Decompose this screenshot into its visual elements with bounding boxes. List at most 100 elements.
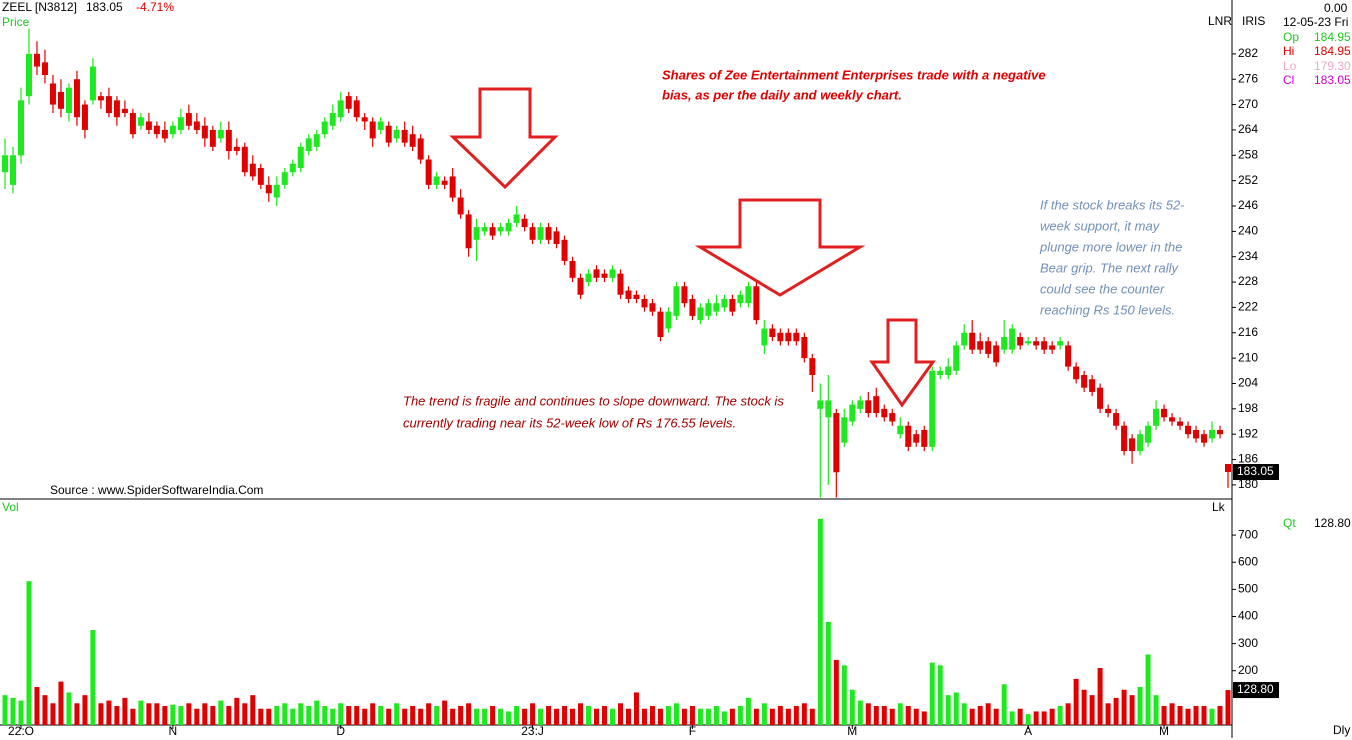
info-label: Hi [1283,44,1294,58]
volume-bar [170,704,176,725]
volume-bar [1009,711,1015,725]
y-tick-label: 186 [1238,452,1258,466]
candle-body [449,176,456,198]
candle-body [433,176,440,185]
volume-bar [1113,697,1119,725]
volume-bar [1201,706,1207,725]
y-tick-label: 210 [1238,350,1258,364]
candle-body [329,113,336,126]
volume-bar [737,706,743,725]
candle-body [921,429,928,447]
volume-bar [562,706,568,725]
candle-body [1009,328,1016,350]
price-box [1233,464,1279,481]
volume-bar [362,708,368,725]
volume-bar [1185,708,1191,725]
volume-bar [282,703,288,725]
candle-body [913,434,920,443]
candle-body [313,134,320,147]
candle-body [657,311,664,337]
volume-bar [330,708,336,725]
annotation: could see the counter [1040,281,1165,296]
volume-bar [961,703,967,725]
volume-bar [657,708,663,725]
volume-bar [234,697,240,725]
x-tick-label: M [847,724,857,738]
volume-bar [586,706,592,725]
candle-body [209,129,216,147]
volume-bar [1081,689,1087,725]
candle-body [257,167,264,185]
volume-bar [394,703,400,725]
volume-bar [498,708,504,725]
volume-bar [745,697,751,725]
candle-body [905,425,912,447]
candle-body [481,227,488,232]
panel-label: Price [2,15,30,29]
y-tick-label: 252 [1238,173,1258,187]
annotation: If the stock breaks its 52- [1040,197,1185,212]
y-tick-label: 500 [1238,582,1258,596]
volume-bar [993,708,999,725]
volume-bar [610,708,616,725]
candle-body [1217,429,1224,435]
candle-body [161,129,168,139]
volume-bar [210,706,216,725]
candle-body [425,159,432,185]
candle-body [9,155,16,185]
info-value: 183.05 [1314,73,1351,87]
candle-body [1017,337,1024,346]
volume-bar [10,697,16,725]
volume-bar [1017,708,1023,725]
candle-body [289,163,296,173]
y-tick-label: 300 [1238,636,1258,650]
candle-body [281,172,288,185]
info-value: 184.95 [1314,30,1351,44]
volume-bar [1137,687,1143,725]
volume-bar [426,703,432,725]
panel-label: Vol [2,500,19,514]
volume-bar [697,708,703,725]
y-tick-label: 228 [1238,274,1258,288]
x-tick-label: A [1024,724,1032,738]
last-price: 183.05 [86,0,123,14]
volume-bar [1129,695,1135,725]
candle-body [241,146,248,173]
volume-bar [490,706,496,725]
info-value: 184.95 [1314,44,1351,58]
candle-body [89,66,96,101]
candle-body [2,155,8,173]
y-tick-label: 192 [1238,426,1258,440]
volume-bar [18,700,24,725]
candle-body [697,307,704,321]
candle-body [977,341,984,350]
volume-bar [26,581,32,725]
candle-body [417,138,424,160]
candle-body [385,125,392,143]
volume-bar [290,708,296,725]
period: Dly [1333,723,1350,737]
volume-bar [1209,708,1215,725]
volume-bar [977,706,983,725]
volume-bar [793,706,799,725]
change: -4.71% [136,0,174,14]
volume-bar [370,703,376,725]
volume-bar [641,708,647,725]
symbol: ZEEL [N3812] [2,0,77,14]
candle-body [153,125,160,135]
volume-bar [1145,654,1151,725]
volume-bar [378,706,384,725]
volume-bar [66,692,72,725]
volume-bar [1153,695,1159,725]
volume-bar [226,706,232,725]
volume-bar [130,708,136,725]
candle-body [745,286,752,304]
candle-body [49,83,56,105]
candle-body [81,104,88,130]
candle-body [633,294,640,299]
annotation: reaching Rs 150 levels. [1040,302,1175,317]
volume-bar [154,703,160,725]
y-tick-label: 270 [1238,97,1258,111]
volume-bar [617,703,623,725]
candle-body [585,273,592,283]
